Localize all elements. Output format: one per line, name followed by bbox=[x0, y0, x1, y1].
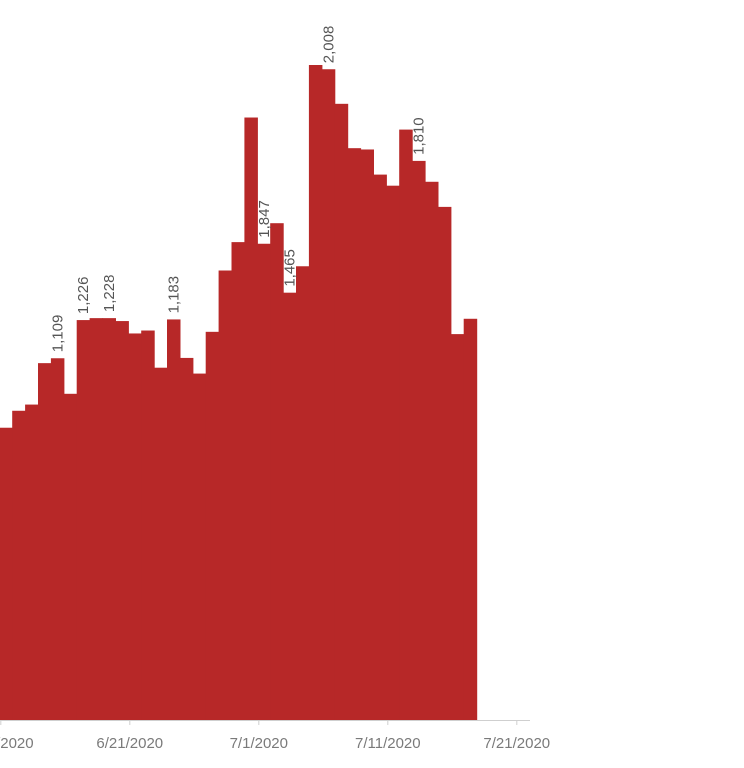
bar-7-6-2020 bbox=[321, 69, 336, 721]
bar-6-26-2020 bbox=[192, 373, 207, 720]
bar-7-3-2020 bbox=[283, 292, 297, 720]
bar-6-17-2020 bbox=[76, 320, 91, 720]
bar-6-13-2020 bbox=[25, 404, 39, 720]
x-tick-label: 6/21/2020 bbox=[96, 735, 163, 752]
bar-6-15-2020 bbox=[50, 358, 65, 720]
bar-6-24-2020 bbox=[167, 319, 181, 720]
bar-7-1-2020 bbox=[257, 243, 271, 720]
bar-6-22-2020 bbox=[141, 330, 155, 720]
bar-7-11-2020 bbox=[386, 185, 400, 720]
data-labels-group: 1,109 1,226 1,228 1,183 1,847 1,465 2,008 1,810 bbox=[49, 26, 427, 353]
bar-7-7-2020 bbox=[334, 103, 349, 720]
data-label: 1,109 bbox=[49, 315, 66, 353]
bar-6-11-2020 bbox=[0, 427, 13, 720]
x-tick-label: 7/21/2020 bbox=[483, 735, 550, 752]
bar-7-9-2020 bbox=[360, 149, 374, 721]
bar-7-12-2020 bbox=[399, 129, 413, 721]
data-label: 2,008 bbox=[320, 26, 337, 64]
bar-7-8-2020 bbox=[347, 148, 362, 720]
data-label: 1,183 bbox=[165, 276, 182, 314]
bar-6-28-2020 bbox=[218, 270, 233, 720]
bar-7-15-2020 bbox=[437, 206, 452, 720]
bar-7-17-2020 bbox=[463, 318, 478, 720]
bar-6-16-2020 bbox=[63, 393, 78, 720]
x-tick-label: 7/11/2020 bbox=[355, 735, 421, 752]
bar-7-4-2020 bbox=[296, 266, 310, 720]
data-label: 1,810 bbox=[411, 117, 428, 155]
data-label: 1,847 bbox=[256, 200, 273, 238]
bar-6-27-2020 bbox=[205, 331, 220, 720]
bar-6-29-2020 bbox=[231, 242, 245, 720]
x-tick-label: 7/1/2020 bbox=[230, 735, 288, 752]
bar-6-18-2020 bbox=[89, 318, 104, 720]
bars-group bbox=[0, 65, 478, 721]
bar-6-30-2020 bbox=[244, 117, 258, 720]
bar-7-14-2020 bbox=[425, 181, 439, 720]
data-label: 1,228 bbox=[101, 275, 118, 313]
bar-7-5-2020 bbox=[308, 65, 323, 720]
bar-6-23-2020 bbox=[154, 367, 168, 720]
bar-7-10-2020 bbox=[373, 174, 387, 721]
x-tick-label: 6/11/2020 bbox=[0, 735, 34, 752]
bar-6-21-2020 bbox=[128, 333, 142, 720]
bar-7-16-2020 bbox=[450, 334, 465, 720]
bar-6-20-2020 bbox=[115, 321, 129, 720]
data-label: 1,465 bbox=[282, 249, 299, 287]
bar-6-12-2020 bbox=[12, 410, 26, 720]
bar-6-25-2020 bbox=[179, 357, 194, 720]
data-label: 1,226 bbox=[75, 277, 92, 315]
bar-7-13-2020 bbox=[412, 160, 426, 720]
bar-7-2-2020 bbox=[270, 223, 284, 720]
x-axis-ticks-group: 6/11/2020 6/21/2020 7/1/2020 7/11/2020 7/21/… bbox=[0, 720, 550, 752]
bar-6-14-2020 bbox=[38, 363, 52, 720]
bar-6-19-2020 bbox=[102, 318, 116, 720]
